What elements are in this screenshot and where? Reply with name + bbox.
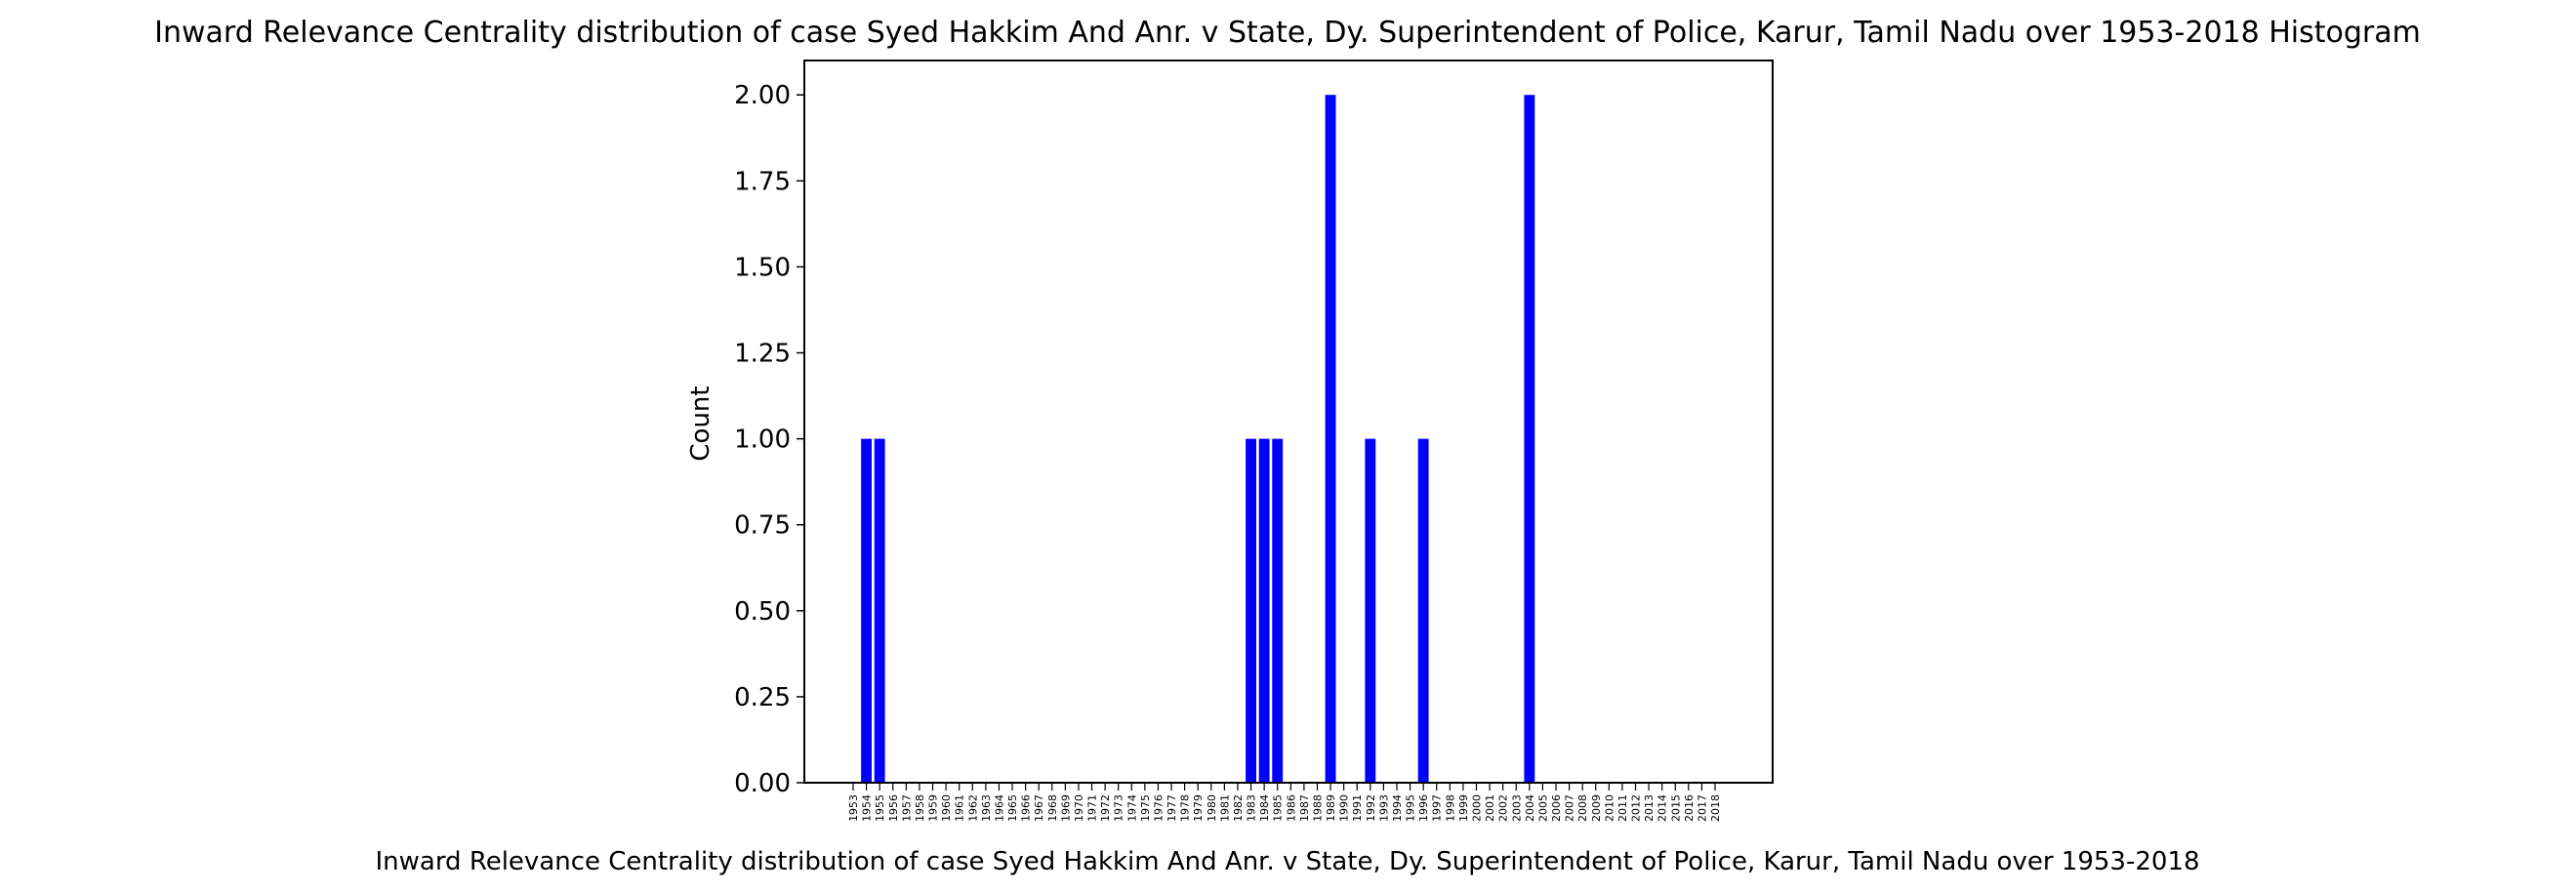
y-tick-label: 2.00	[734, 81, 791, 110]
x-tick-label: 1973	[1113, 794, 1125, 822]
bar-1984	[1258, 438, 1270, 783]
x-tick-label: 2013	[1643, 794, 1656, 822]
y-tick-label: 1.50	[734, 253, 791, 282]
y-axis-label: Count	[686, 386, 716, 461]
x-tick-label: 2007	[1564, 794, 1576, 822]
plot-frame	[803, 60, 1774, 784]
x-tick-label: 1961	[954, 794, 966, 822]
x-tick-label: 1995	[1405, 794, 1417, 822]
x-tick-label: 2000	[1470, 794, 1483, 822]
bar-1989	[1325, 95, 1336, 783]
x-tick-label: 1968	[1046, 794, 1059, 822]
x-axis-label: Inward Relevance Centrality distribution…	[375, 847, 2199, 876]
x-tick-label: 1977	[1165, 794, 1178, 822]
x-tick-label: 1990	[1338, 794, 1351, 822]
x-tick-label: 1984	[1258, 794, 1271, 822]
x-tick-label: 1974	[1125, 794, 1138, 822]
x-tick-label: 1959	[927, 794, 940, 822]
x-tick-label: 1988	[1311, 794, 1324, 822]
x-tick-label: 1978	[1179, 794, 1192, 822]
x-tick-label: 2017	[1696, 794, 1708, 822]
x-tick-label: 1976	[1152, 794, 1165, 822]
x-tick-label: 1983	[1246, 794, 1258, 822]
x-tick-label: 2016	[1683, 794, 1696, 822]
x-tick-label: 2011	[1616, 794, 1629, 822]
x-tick-label: 1971	[1086, 794, 1099, 822]
x-tick-label: 2012	[1630, 794, 1643, 822]
x-tick-label: 1972	[1099, 794, 1112, 822]
x-tick-label: 1955	[874, 794, 886, 822]
x-tick-label: 1979	[1192, 794, 1205, 822]
x-tick-label: 2006	[1550, 794, 1563, 822]
x-tick-label: 1967	[1033, 794, 1045, 822]
x-tick-label: 2008	[1576, 794, 1589, 822]
x-tick-label: 1992	[1365, 794, 1377, 822]
x-tick-label: 1964	[993, 794, 1005, 822]
bar-1985	[1272, 438, 1284, 783]
x-tick-label: 1985	[1272, 794, 1285, 822]
y-tick-label: 1.25	[734, 340, 791, 369]
x-tick-label: 1957	[900, 794, 913, 822]
x-tick-label: 1997	[1431, 794, 1444, 822]
x-tick-label: 1998	[1444, 794, 1456, 822]
x-tick-label: 1956	[887, 794, 900, 822]
bar-1954	[861, 438, 873, 783]
x-tick-label: 1960	[940, 794, 953, 822]
x-tick-label: 1989	[1325, 794, 1337, 822]
bar-2004	[1524, 95, 1535, 783]
y-tick-label: 0.50	[734, 597, 791, 627]
x-tick-label: 1981	[1218, 794, 1231, 822]
bar-1996	[1417, 438, 1429, 783]
y-tick-label: 0.75	[734, 511, 791, 541]
y-tick-label: 1.00	[734, 426, 791, 455]
x-tick-label: 1954	[861, 794, 874, 822]
x-tick-label: 1986	[1285, 794, 1297, 822]
y-tick-label: 0.00	[734, 769, 791, 798]
bar-1983	[1246, 438, 1256, 783]
x-tick-label: 2014	[1656, 794, 1669, 822]
x-tick-label: 1963	[980, 794, 993, 822]
bar-1992	[1365, 438, 1376, 783]
bars-layer	[861, 95, 1535, 783]
x-tick-label: 1962	[966, 794, 979, 822]
x-tick-label: 1980	[1206, 794, 1218, 822]
x-tick-label: 2002	[1497, 794, 1510, 822]
x-axis: 1953 1954 1955 1956 1957 1958 1959 1960 1961 1962…	[847, 783, 1722, 822]
x-tick-label: 1994	[1391, 794, 1404, 822]
x-tick-label: 1966	[1020, 794, 1033, 822]
x-tick-label: 1996	[1417, 794, 1430, 822]
x-tick-label: 1969	[1059, 794, 1072, 822]
x-tick-label: 2018	[1709, 794, 1722, 822]
x-tick-label: 1975	[1139, 794, 1152, 822]
y-tick-label: 1.75	[734, 167, 791, 196]
x-tick-label: 2005	[1536, 794, 1549, 822]
bar-1955	[874, 438, 885, 783]
x-tick-label: 1953	[847, 794, 860, 822]
x-tick-label: 1993	[1377, 794, 1390, 822]
x-tick-label: 1970	[1073, 794, 1085, 822]
x-tick-label: 1982	[1232, 794, 1245, 822]
x-tick-label: 1958	[914, 794, 926, 822]
y-axis: 0.00 0.25 0.50 0.75 1.00 1.25 1.50 1.75 2.00	[734, 81, 804, 798]
x-tick-label: 1965	[1006, 794, 1019, 822]
x-tick-label: 1991	[1351, 794, 1364, 822]
chart-title: Inward Relevance Centrality distribution…	[154, 16, 2421, 50]
x-tick-label: 2010	[1603, 794, 1615, 822]
x-tick-label: 2004	[1524, 794, 1536, 822]
x-tick-label: 1999	[1457, 794, 1470, 822]
x-tick-label: 2001	[1484, 794, 1496, 822]
x-tick-label: 2015	[1669, 794, 1682, 822]
x-tick-label: 2003	[1510, 794, 1523, 822]
x-tick-label: 2009	[1590, 794, 1603, 822]
x-tick-label: 1987	[1298, 794, 1311, 822]
y-tick-label: 0.25	[734, 683, 791, 712]
